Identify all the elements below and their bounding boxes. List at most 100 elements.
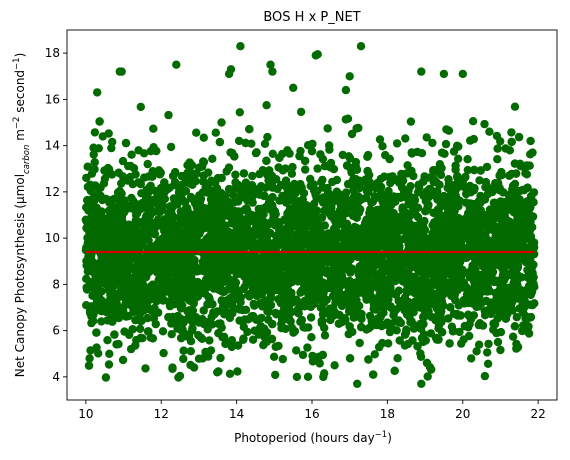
scatter-point bbox=[109, 271, 118, 280]
scatter-point bbox=[128, 325, 137, 334]
scatter-point bbox=[337, 207, 346, 216]
scatter-point bbox=[404, 209, 413, 219]
scatter-point bbox=[257, 290, 266, 299]
scatter-point bbox=[315, 359, 324, 368]
scatter-point bbox=[454, 154, 463, 163]
scatter-point bbox=[463, 165, 472, 175]
scatter-point bbox=[288, 272, 297, 281]
scatter-point bbox=[89, 150, 98, 159]
scatter-point bbox=[334, 276, 343, 286]
scatter-point bbox=[263, 132, 272, 142]
scatter-point bbox=[135, 324, 145, 334]
scatter-point bbox=[168, 171, 178, 181]
scatter-point bbox=[451, 281, 460, 290]
scatter-point bbox=[86, 186, 96, 196]
scatter-point bbox=[299, 323, 308, 332]
scatter-point bbox=[392, 139, 402, 148]
scatter-point bbox=[303, 230, 312, 239]
scatter-point bbox=[323, 124, 332, 133]
scatter-point bbox=[451, 202, 460, 211]
scatter-point bbox=[317, 177, 326, 187]
scatter-point bbox=[483, 359, 493, 368]
scatter-point bbox=[387, 193, 396, 202]
scatter-point bbox=[95, 117, 104, 126]
scatter-point bbox=[387, 200, 396, 210]
scatter-point bbox=[475, 209, 484, 218]
scatter-point bbox=[435, 165, 444, 174]
scatter-point bbox=[411, 282, 421, 292]
scatter-point bbox=[297, 253, 306, 262]
scatter-point bbox=[204, 293, 214, 302]
scatter-point bbox=[212, 184, 222, 193]
scatter-point bbox=[444, 314, 453, 323]
scatter-point bbox=[155, 292, 165, 301]
scatter-point bbox=[239, 322, 248, 332]
scatter-point bbox=[113, 188, 123, 197]
scatter-point bbox=[427, 312, 436, 322]
scatter-point bbox=[423, 302, 432, 311]
scatter-point bbox=[82, 301, 91, 310]
scatter-point bbox=[160, 261, 170, 271]
scatter-point bbox=[472, 347, 481, 356]
scatter-point bbox=[497, 168, 506, 177]
scatter-point bbox=[229, 212, 238, 221]
scatter-point bbox=[488, 265, 497, 275]
scatter-point bbox=[416, 352, 426, 361]
scatter-point bbox=[313, 164, 322, 173]
scatter-point bbox=[169, 222, 178, 231]
scatter-point bbox=[207, 176, 216, 185]
scatter-point bbox=[465, 222, 474, 232]
scatter-point bbox=[436, 310, 445, 320]
scatter-point bbox=[129, 254, 139, 263]
scatter-point bbox=[150, 229, 159, 239]
scatter-point bbox=[127, 204, 137, 213]
scatter-point bbox=[262, 101, 271, 110]
scatter-point bbox=[114, 339, 123, 349]
scatter-point bbox=[497, 206, 506, 215]
scatter-point bbox=[318, 316, 327, 326]
scatter-point bbox=[120, 284, 129, 293]
scatter-point bbox=[96, 183, 105, 192]
scatter-point bbox=[259, 340, 268, 349]
scatter-point bbox=[308, 139, 317, 149]
scatter-point bbox=[432, 303, 441, 312]
scatter-point bbox=[265, 268, 275, 277]
scatter-point bbox=[408, 336, 417, 345]
scatter-point bbox=[309, 287, 319, 297]
scatter-point bbox=[296, 210, 305, 219]
scatter-point bbox=[134, 298, 144, 308]
scatter-point bbox=[278, 354, 287, 364]
scatter-point bbox=[245, 125, 254, 134]
scatter-point bbox=[199, 133, 208, 142]
scatter-point bbox=[386, 178, 395, 188]
scatter-point bbox=[198, 162, 207, 171]
scatter-point bbox=[419, 337, 428, 347]
scatter-point bbox=[347, 129, 357, 139]
scatter-point bbox=[419, 177, 428, 186]
scatter-point bbox=[219, 302, 228, 311]
scatter-point bbox=[174, 373, 183, 382]
scatter-point bbox=[295, 151, 304, 161]
scatter-point bbox=[241, 138, 250, 148]
scatter-point bbox=[96, 219, 105, 229]
scatter-point bbox=[186, 347, 195, 356]
scatter-point bbox=[251, 224, 260, 233]
scatter-point bbox=[451, 165, 460, 174]
scatter-point bbox=[430, 220, 439, 229]
scatter-point bbox=[187, 274, 196, 284]
scatter-point bbox=[82, 274, 91, 283]
scatter-point bbox=[247, 194, 256, 203]
scatter-point bbox=[320, 161, 330, 171]
scatter-point bbox=[314, 226, 323, 236]
scatter-point bbox=[103, 218, 112, 227]
scatter-point bbox=[441, 266, 450, 275]
scatter-point bbox=[240, 221, 249, 230]
scatter-point bbox=[423, 372, 432, 381]
scatter-point bbox=[81, 215, 91, 224]
scatter-point bbox=[127, 193, 136, 203]
scatter-point bbox=[367, 265, 376, 274]
scatter-point bbox=[501, 304, 510, 314]
scatter-point bbox=[355, 275, 364, 285]
